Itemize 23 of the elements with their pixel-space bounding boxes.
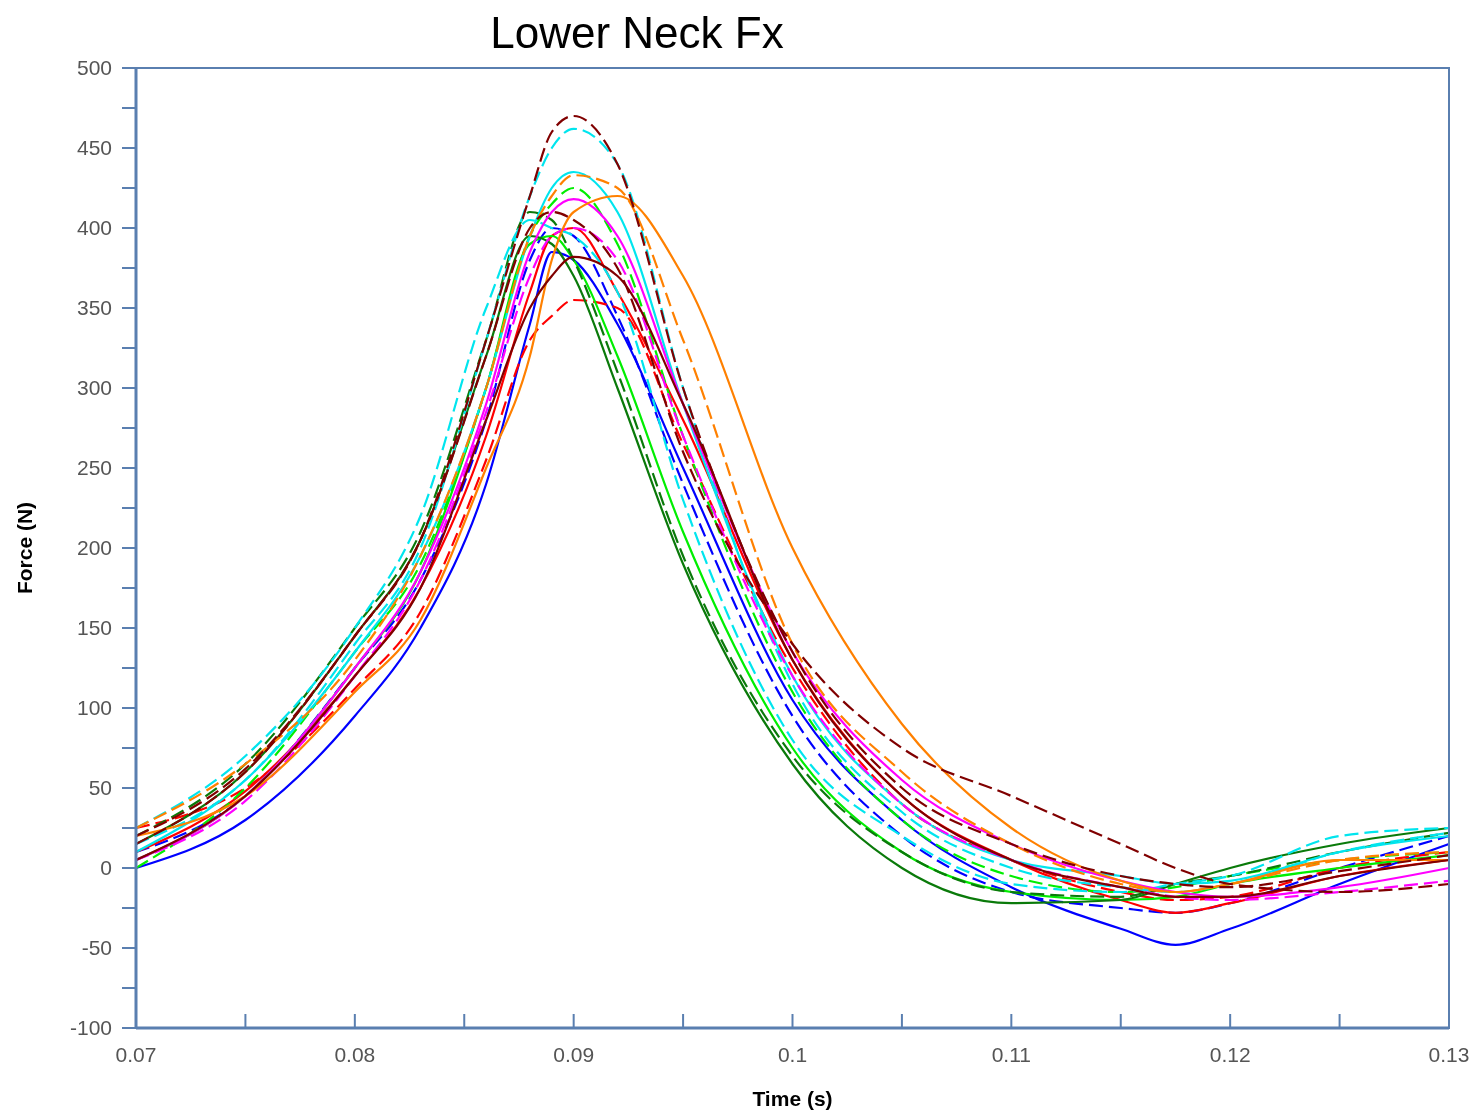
y-tick-label: 300: [76, 376, 112, 399]
y-tick-label: 50: [88, 776, 112, 799]
y-tick-label: 450: [76, 136, 112, 159]
y-tick-label: 200: [76, 536, 112, 559]
y-tick-label: 100: [76, 696, 112, 719]
x-axis-title: Time (s): [752, 1087, 833, 1110]
x-tick-label: 0.07: [115, 1043, 157, 1066]
y-tick-label: 350: [76, 296, 112, 319]
x-tick-label: 0.1: [777, 1043, 808, 1066]
y-tick-label: 0: [100, 856, 112, 879]
y-tick-label: 150: [76, 616, 112, 639]
y-tick-label: -100: [69, 1016, 112, 1039]
x-tick-label: 0.09: [553, 1043, 595, 1066]
y-tick-label: 500: [76, 56, 112, 79]
y-tick-label: 400: [76, 216, 112, 239]
y-tick-label: 250: [76, 456, 112, 479]
x-tick-label: 0.08: [334, 1043, 376, 1066]
x-tick-label: 0.12: [1209, 1043, 1251, 1066]
x-tick-label: 0.13: [1428, 1043, 1470, 1066]
y-axis-title: Force (N): [13, 501, 36, 595]
x-tick-label: 0.11: [991, 1043, 1031, 1066]
y-tick-label: -50: [81, 936, 112, 959]
chart-title: Lower Neck Fx: [490, 8, 784, 57]
